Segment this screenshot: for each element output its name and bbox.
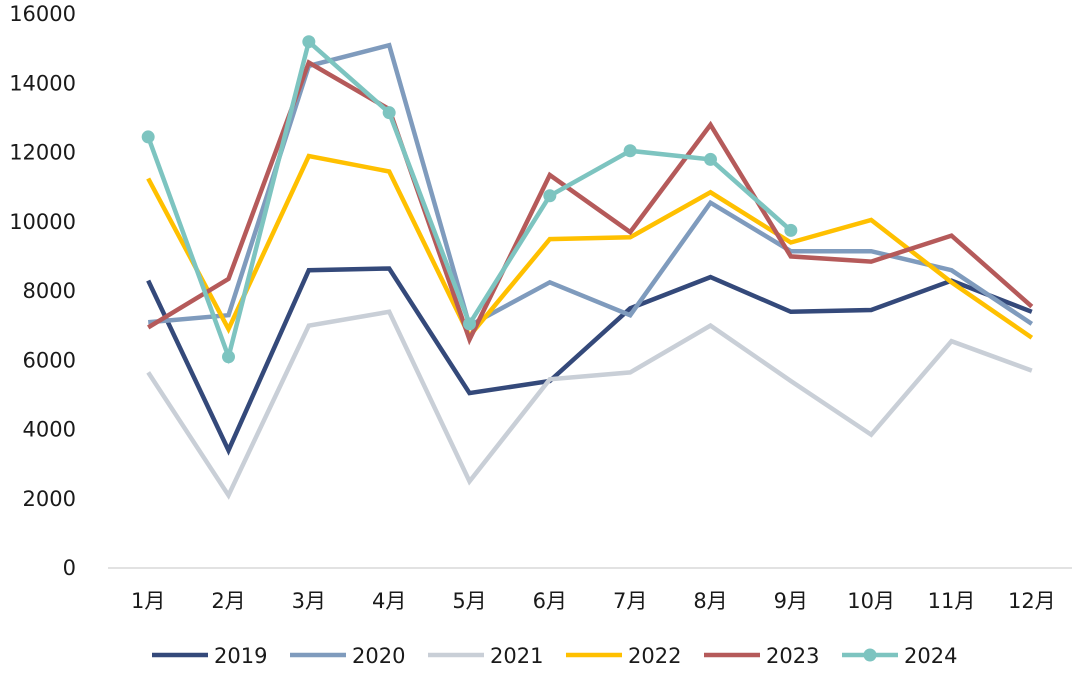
x-tick-label: 4月	[372, 589, 406, 613]
series-point-2024	[382, 106, 396, 120]
series-line-2022	[146, 153, 1034, 341]
legend-item-2019: 2019	[152, 644, 267, 668]
series-point-2024	[623, 144, 637, 158]
y-axis-ticks: 0 2000 4000 6000 8000 10000 12000 14000 16000	[9, 2, 76, 580]
legend-label: 2020	[352, 644, 405, 668]
x-tick-label: 5月	[452, 589, 486, 613]
y-tick-label: 2000	[23, 487, 76, 511]
series-point-2024	[222, 350, 235, 364]
x-tick-label: 7月	[613, 589, 647, 613]
series-line-2020	[148, 42, 1034, 329]
series-point-2024	[463, 317, 476, 331]
legend-label: 2021	[490, 644, 543, 668]
x-tick-label: 10月	[847, 589, 895, 613]
legend-label: 2022	[628, 644, 681, 668]
series-point-2024	[704, 152, 717, 166]
legend-marker	[863, 648, 877, 662]
series-point-2024	[302, 35, 316, 49]
y-tick-label: 8000	[23, 279, 76, 303]
x-tick-label: 3月	[292, 589, 326, 613]
x-axis-ticks: 1月 2月 3月 4月 5月 6月 7月 8月 9月 10月 11月 12月	[131, 589, 1056, 613]
series-point-2024	[141, 130, 155, 144]
y-tick-label: 16000	[9, 2, 76, 26]
series-line-2021	[146, 309, 1033, 500]
series-2022	[146, 153, 1034, 341]
legend-label: 2023	[766, 644, 819, 668]
x-tick-label: 1月	[131, 589, 165, 613]
x-tick-label: 9月	[774, 589, 808, 613]
legend-label: 2019	[214, 644, 267, 668]
x-tick-label: 11月	[928, 589, 976, 613]
y-tick-label: 4000	[23, 418, 76, 442]
series-2020	[148, 42, 1034, 329]
y-tick-label: 14000	[9, 71, 76, 95]
series-point-2024	[543, 189, 557, 203]
x-tick-label: 12月	[1008, 589, 1056, 613]
y-tick-label: 12000	[9, 141, 76, 165]
x-tick-label: 8月	[693, 589, 727, 613]
legend-label: 2024	[904, 644, 957, 668]
legend-item-2023: 2023	[704, 644, 819, 668]
series-2024	[141, 35, 798, 365]
series-point-2024	[784, 223, 798, 237]
legend-item-2024: 2024	[842, 644, 957, 668]
series-2021	[146, 309, 1033, 500]
legend-item-2020: 2020	[290, 644, 405, 668]
series-layer	[141, 35, 1034, 500]
legend-item-2021: 2021	[428, 644, 543, 668]
y-tick-label: 6000	[23, 348, 76, 372]
y-tick-label: 10000	[9, 210, 76, 234]
x-tick-label: 2月	[211, 589, 245, 613]
legend: 2019 2020 2021 2022 2023 2024	[152, 644, 957, 668]
legend-item-2022: 2022	[566, 644, 681, 668]
y-tick-label: 0	[63, 556, 76, 580]
x-tick-label: 6月	[533, 589, 567, 613]
series-line-2019	[146, 266, 1033, 456]
series-2019	[146, 266, 1033, 456]
